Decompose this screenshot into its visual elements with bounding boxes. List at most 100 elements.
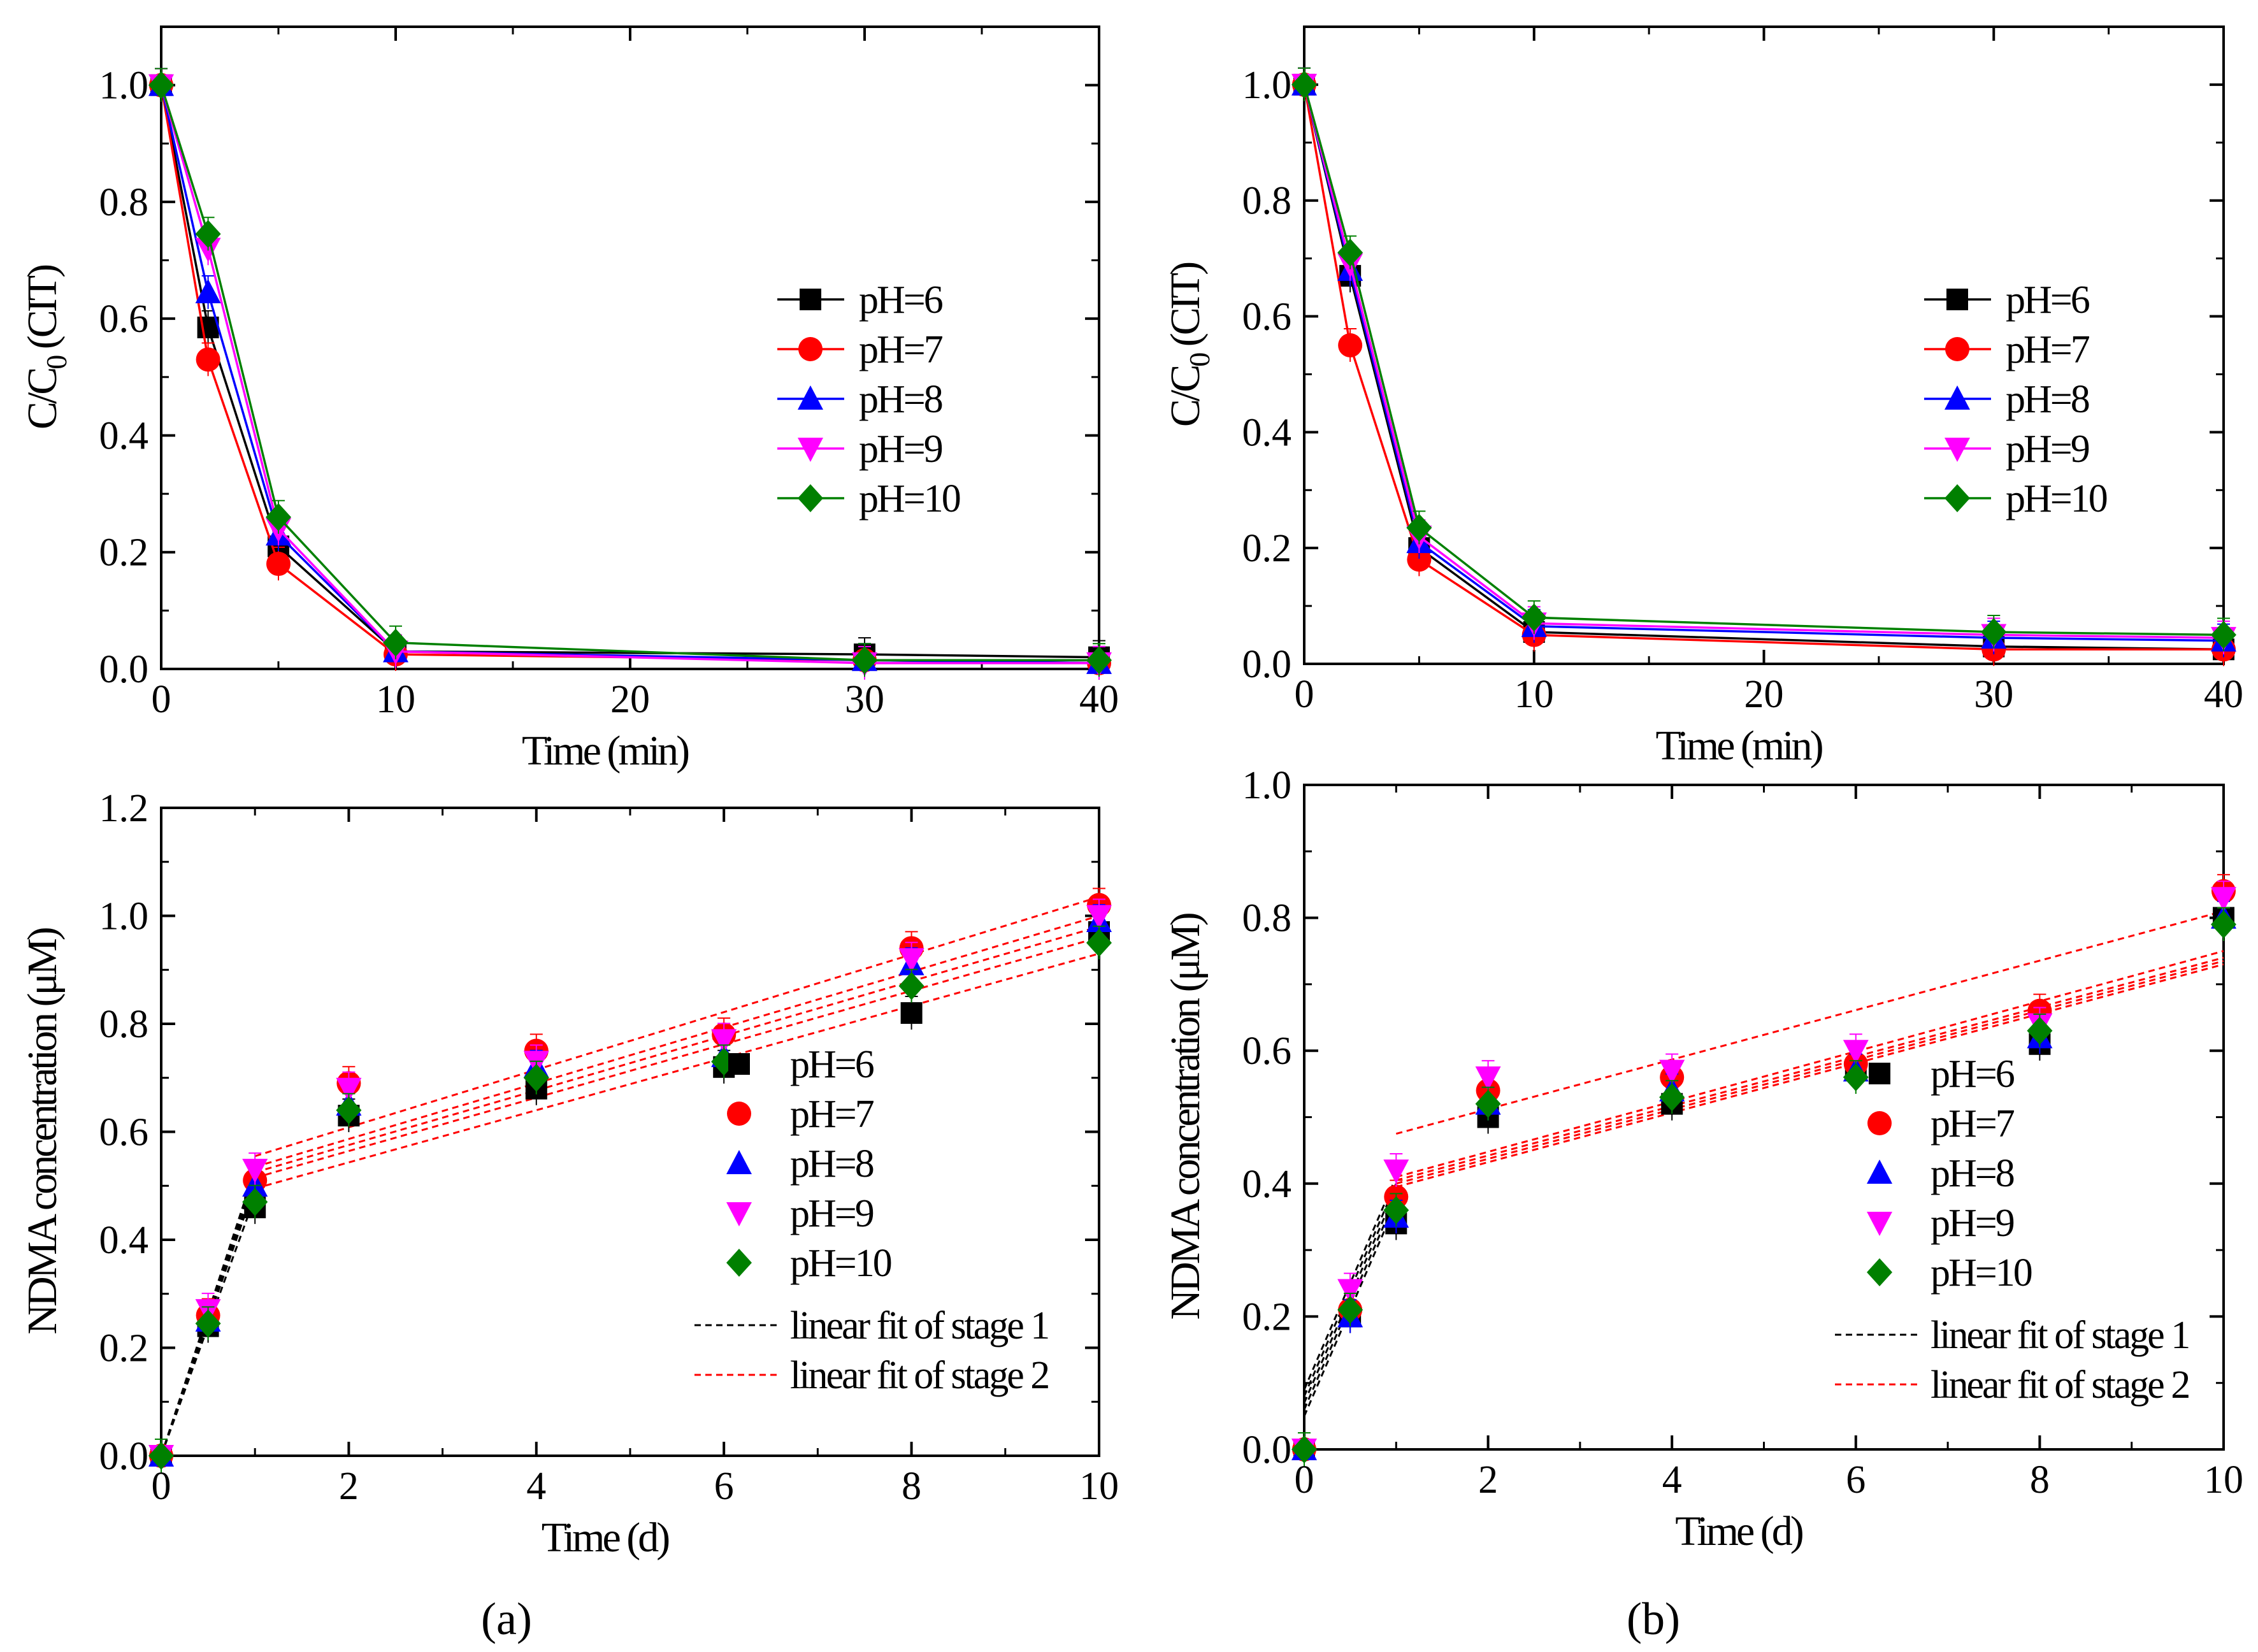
data-point-pH=10 bbox=[148, 1442, 174, 1470]
data-point-pH=9 bbox=[1337, 1279, 1363, 1304]
legend-marker bbox=[726, 1202, 752, 1226]
data-point-pH=10 bbox=[1521, 603, 1547, 632]
data-point-pH=9 bbox=[1475, 1066, 1501, 1091]
legend-marker bbox=[1945, 337, 1969, 361]
legend-label: pH=6 bbox=[790, 1043, 874, 1086]
legend-fit-label-stage2: linear fit of stage 2 bbox=[1931, 1363, 2189, 1407]
legend-marker bbox=[1946, 289, 1968, 310]
legend-label: pH=9 bbox=[1931, 1202, 2014, 1245]
series-line-pH=9 bbox=[160, 85, 1099, 664]
legend-marker bbox=[1867, 1160, 1892, 1184]
series-line-pH=6 bbox=[1303, 84, 2224, 651]
data-point-pH=10 bbox=[1843, 1063, 1869, 1091]
legend-marker bbox=[798, 337, 823, 361]
legend-marker bbox=[1945, 484, 1970, 512]
x-tick-label: 6 bbox=[714, 1465, 734, 1508]
fit-line-stage2 bbox=[1395, 950, 2224, 1178]
fit-line-stage1 bbox=[1303, 1183, 1397, 1397]
legend-marker bbox=[1867, 1258, 1892, 1286]
data-point-pH=10 bbox=[1291, 70, 1317, 99]
y-tick-label: 1.0 bbox=[99, 895, 149, 938]
data-point-pH=10 bbox=[1659, 1083, 1685, 1112]
data-point-pH=10 bbox=[2211, 621, 2236, 649]
legend-label: pH=8 bbox=[2006, 378, 2089, 421]
fit-line-stage2 bbox=[254, 896, 1100, 1158]
x-tick-label: 6 bbox=[1846, 1458, 1866, 1502]
y-tick-label: 0.6 bbox=[99, 1111, 149, 1154]
x-tick-label: 20 bbox=[1744, 673, 1784, 716]
series-line-pH=6 bbox=[160, 85, 1100, 659]
data-point-pH=10 bbox=[195, 220, 221, 248]
x-tick-label: 0 bbox=[1295, 673, 1314, 716]
data-point-pH=10 bbox=[1086, 646, 1112, 675]
data-point-pH=9 bbox=[336, 1077, 362, 1102]
data-point-pH=9 bbox=[1383, 1159, 1409, 1184]
data-point-pH=9 bbox=[898, 948, 924, 973]
legend-label: pH=10 bbox=[1931, 1251, 2032, 1295]
fit-line-stage2 bbox=[254, 915, 1100, 1168]
fit-line-stage2 bbox=[254, 936, 1100, 1179]
y-tick-label: 0.6 bbox=[99, 298, 149, 341]
fit-line-stage1 bbox=[160, 1169, 256, 1456]
legend-label: pH=6 bbox=[1931, 1052, 2015, 1096]
data-point-pH=10 bbox=[1981, 618, 2007, 646]
data-point-pH=10 bbox=[383, 628, 408, 657]
fit-line-stage1 bbox=[1303, 1196, 1397, 1411]
data-point-pH=7 bbox=[1338, 333, 1363, 357]
plot-frame bbox=[160, 25, 1100, 670]
data-point-pH=9 bbox=[1843, 1040, 1869, 1065]
legend-label: pH=8 bbox=[1931, 1152, 2014, 1195]
x-tick-label: 30 bbox=[1974, 673, 2013, 716]
x-tick-label: 40 bbox=[2204, 673, 2243, 716]
x-tick-label: 8 bbox=[2030, 1458, 2050, 1502]
fit-line-stage2 bbox=[1395, 910, 2224, 1135]
legend-label: pH=6 bbox=[859, 278, 943, 322]
x-tick-label: 20 bbox=[610, 678, 650, 721]
x-tick-label: 40 bbox=[1079, 678, 1119, 721]
y-tick-label: 0.4 bbox=[1242, 1163, 1292, 1206]
x-tick-label: 30 bbox=[845, 678, 884, 721]
y-tick-label: 0.0 bbox=[99, 648, 149, 691]
legend-marker bbox=[798, 438, 823, 462]
series-line-pH=8 bbox=[1303, 84, 2224, 642]
y-tick-label: 0.6 bbox=[1242, 296, 1292, 339]
y-tick-label: 0.2 bbox=[1242, 527, 1292, 570]
x-axis-label: Time (min) bbox=[522, 728, 689, 774]
legend-marker bbox=[1867, 1111, 1892, 1135]
y-tick-label: 0.4 bbox=[99, 1219, 149, 1262]
legend-marker bbox=[1945, 385, 1970, 410]
data-point-pH=10 bbox=[1475, 1089, 1501, 1118]
data-point-pH=10 bbox=[852, 646, 877, 675]
data-point-pH=9 bbox=[1659, 1059, 1685, 1084]
data-point-pH=10 bbox=[266, 503, 291, 531]
legend-fit-label-stage1: linear fit of stage 1 bbox=[1931, 1314, 2189, 1357]
legend-marker bbox=[798, 484, 823, 512]
y-tick-label: 0.8 bbox=[99, 1003, 149, 1046]
y-tick-label: 0.2 bbox=[1242, 1295, 1292, 1339]
x-tick-label: 2 bbox=[1478, 1458, 1498, 1502]
data-point-pH=7 bbox=[1407, 547, 1432, 572]
data-point-pH=9 bbox=[711, 1029, 737, 1054]
y-tick-label: 0.8 bbox=[99, 181, 149, 224]
data-point-pH=10 bbox=[523, 1063, 549, 1092]
legend-label: pH=10 bbox=[859, 477, 960, 521]
legend-marker bbox=[1945, 438, 1970, 462]
data-point-pH=10 bbox=[1406, 514, 1432, 542]
data-point-pH=10 bbox=[2211, 910, 2236, 939]
x-tick-label: 8 bbox=[902, 1465, 921, 1508]
series-line-pH=10 bbox=[1303, 84, 2224, 636]
data-point-pH=8 bbox=[195, 278, 221, 303]
legend-marker bbox=[727, 1102, 751, 1126]
y-tick-label: 1.0 bbox=[1242, 764, 1292, 807]
y-axis-label: NDMA concentration (μM) bbox=[19, 928, 66, 1334]
data-point-pH=9 bbox=[2211, 887, 2236, 912]
y-tick-label: 1.0 bbox=[99, 64, 149, 108]
legend-label: pH=10 bbox=[790, 1242, 891, 1285]
y-axis-label: NDMA concentration (μM) bbox=[1162, 913, 1209, 1319]
legend-marker bbox=[1869, 1063, 1890, 1084]
legend-marker bbox=[728, 1053, 750, 1075]
fit-line-stage2 bbox=[254, 926, 1100, 1174]
x-tick-label: 0 bbox=[152, 678, 171, 721]
y-tick-label: 1.0 bbox=[1242, 64, 1292, 107]
fit-line-stage1 bbox=[1303, 1176, 1397, 1390]
